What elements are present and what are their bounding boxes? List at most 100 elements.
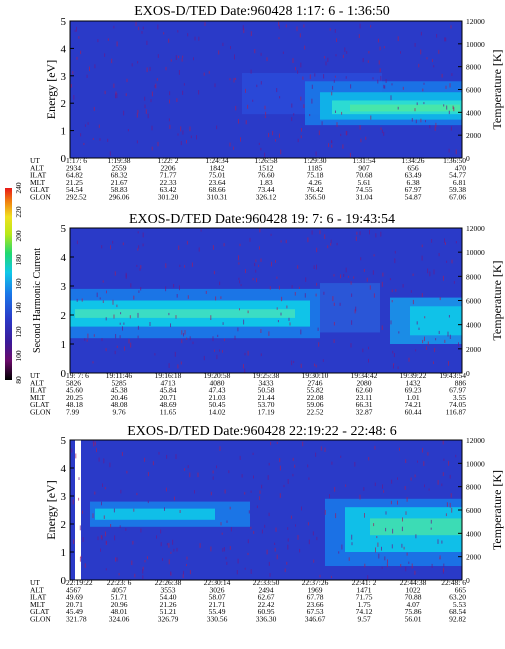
noise-speck <box>313 265 315 269</box>
noise-speck <box>285 24 287 28</box>
noise-speck <box>295 67 296 71</box>
noise-speck <box>412 299 414 305</box>
noise-speck <box>243 28 245 34</box>
noise-speck <box>323 291 325 295</box>
noise-speck <box>269 573 271 577</box>
noise-speck <box>359 494 361 500</box>
noise-speck <box>354 462 356 467</box>
noise-speck <box>433 269 435 275</box>
noise-speck <box>318 342 320 347</box>
noise-speck <box>165 487 167 492</box>
noise-speck <box>451 507 453 513</box>
noise-speck <box>278 21 280 27</box>
noise-speck <box>170 551 172 554</box>
orbit-cell: 336.30 <box>256 615 277 624</box>
noise-speck <box>276 88 278 93</box>
noise-speck <box>444 37 446 42</box>
noise-speck <box>178 70 180 75</box>
noise-speck <box>119 335 121 339</box>
noise-speck <box>280 240 282 243</box>
orbit-cell: 19: 7: 6 <box>66 371 89 380</box>
noise-speck <box>410 290 412 293</box>
noise-speck <box>400 51 401 54</box>
noise-speck <box>205 290 207 294</box>
noise-speck <box>137 325 139 330</box>
noise-speck <box>210 546 212 552</box>
noise-speck <box>340 455 342 458</box>
orbit-cell: 356.50 <box>305 193 326 202</box>
noise-speck <box>142 575 144 579</box>
noise-speck <box>355 306 357 312</box>
noise-speck <box>154 353 156 356</box>
panel-title: EXOS-D/TED Date:960428 1:17: 6 - 1:36:50 <box>134 4 389 19</box>
noise-speck <box>125 528 127 531</box>
noise-speck <box>130 342 132 348</box>
noise-speck <box>260 258 262 262</box>
noise-speck <box>216 465 217 469</box>
noise-speck <box>275 260 276 263</box>
noise-speck <box>139 267 141 271</box>
noise-speck <box>308 477 310 480</box>
noise-speck <box>259 246 260 250</box>
noise-speck <box>199 543 201 548</box>
noise-speck <box>186 140 187 144</box>
noise-speck <box>183 83 185 86</box>
noise-speck <box>115 91 117 95</box>
noise-speck <box>165 263 167 268</box>
noise-speck <box>395 289 397 292</box>
noise-speck <box>180 141 182 146</box>
noise-speck <box>157 24 159 30</box>
noise-speck <box>142 243 144 247</box>
noise-speck <box>436 34 438 38</box>
orbit-cell: 21.25 <box>66 178 83 187</box>
noise-speck <box>307 522 309 526</box>
noise-speck <box>303 104 305 108</box>
noise-speck <box>299 33 301 38</box>
orbit-cell: 19:25:38 <box>253 371 280 380</box>
noise-speck <box>449 83 451 88</box>
noise-speck <box>336 122 338 127</box>
orbit-cell: 53.70 <box>258 400 275 409</box>
noise-speck <box>384 556 386 561</box>
noise-speck <box>446 502 448 507</box>
noise-speck <box>181 58 183 62</box>
orbit-cell: 22:37:26 <box>302 578 329 587</box>
noise-speck <box>417 460 418 463</box>
noise-speck <box>104 487 106 490</box>
y2-tick-label: 0 <box>466 576 470 585</box>
noise-speck <box>323 74 325 79</box>
noise-speck <box>137 248 139 251</box>
noise-speck <box>390 320 392 325</box>
noise-speck <box>445 513 447 517</box>
noise-speck <box>458 342 459 347</box>
orbit-cell: 74.21 <box>405 400 422 409</box>
noise-speck <box>394 250 396 254</box>
y-tick-label: 5 <box>61 435 67 447</box>
orbit-cell: 67.78 <box>307 593 324 602</box>
noise-speck <box>98 124 100 128</box>
noise-speck <box>101 245 103 249</box>
noise-speck <box>247 104 249 109</box>
noise-speck <box>219 446 221 451</box>
orbit-cell: 22:33:50 <box>253 578 280 587</box>
noise-speck <box>222 322 224 325</box>
noise-speck <box>158 451 160 455</box>
noise-speck <box>101 501 102 506</box>
noise-speck <box>70 84 72 88</box>
orbit-cell: 20.71 <box>160 393 177 402</box>
noise-speck <box>204 22 206 26</box>
noise-speck <box>380 231 382 237</box>
noise-speck <box>172 539 174 545</box>
noise-speck <box>216 354 218 360</box>
noise-speck <box>133 295 135 300</box>
orbit-cell: 1:22: 2 <box>157 156 178 165</box>
noise-speck <box>184 330 186 335</box>
orbit-cell: 1969 <box>308 585 323 594</box>
orbit-cell: 11.65 <box>160 408 177 417</box>
orbit-cell: 21.71 <box>209 600 226 609</box>
noise-speck <box>446 105 448 110</box>
noise-speck <box>330 239 332 244</box>
noise-speck <box>268 462 270 466</box>
noise-speck <box>141 31 143 34</box>
noise-speck <box>392 528 394 534</box>
